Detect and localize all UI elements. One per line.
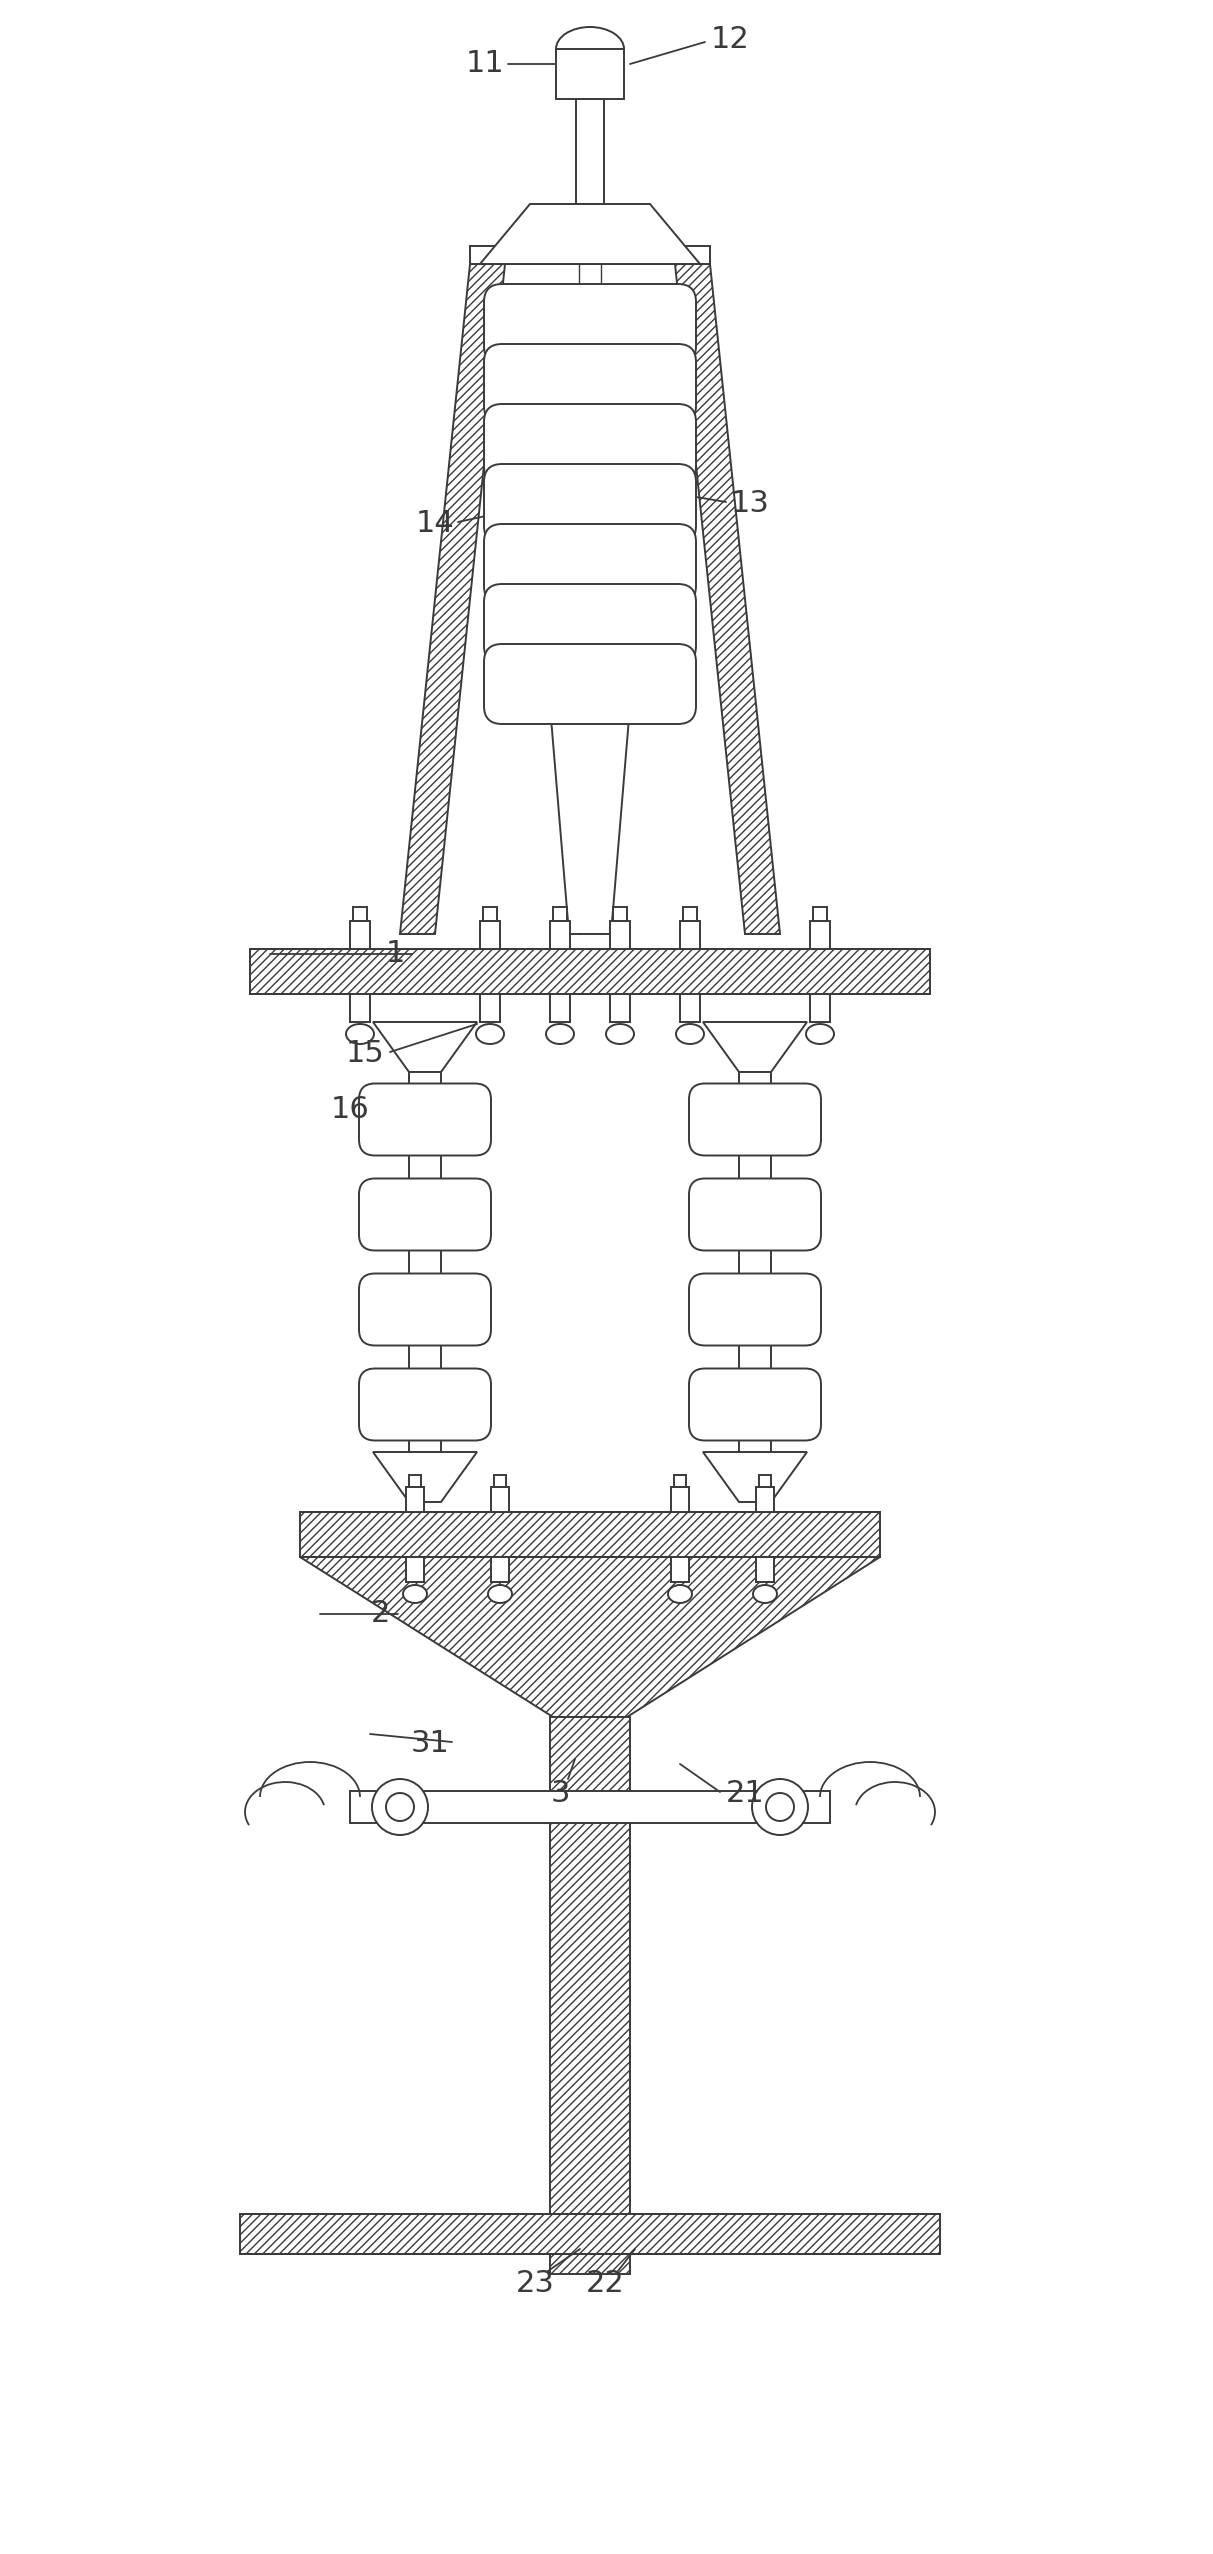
Polygon shape xyxy=(480,204,700,263)
Bar xyxy=(406,1486,425,1512)
FancyBboxPatch shape xyxy=(484,404,696,485)
Text: 11: 11 xyxy=(466,49,505,79)
Text: 15: 15 xyxy=(346,1039,385,1068)
FancyBboxPatch shape xyxy=(689,1083,821,1154)
Polygon shape xyxy=(549,705,630,935)
Bar xyxy=(576,100,604,204)
Text: 2: 2 xyxy=(370,1599,389,1629)
FancyBboxPatch shape xyxy=(689,1369,821,1440)
Ellipse shape xyxy=(753,1586,778,1604)
Bar xyxy=(351,922,370,950)
Ellipse shape xyxy=(752,1780,808,1834)
Ellipse shape xyxy=(372,1780,428,1834)
Ellipse shape xyxy=(386,1793,414,1821)
FancyBboxPatch shape xyxy=(484,465,696,544)
FancyBboxPatch shape xyxy=(484,585,696,664)
FancyBboxPatch shape xyxy=(689,1274,821,1346)
Bar xyxy=(810,994,830,1022)
Polygon shape xyxy=(300,1558,879,1716)
FancyBboxPatch shape xyxy=(484,345,696,424)
Bar xyxy=(409,1476,421,1486)
Polygon shape xyxy=(704,1453,807,1502)
Bar xyxy=(813,907,827,922)
Ellipse shape xyxy=(765,1793,795,1821)
Bar xyxy=(556,49,623,100)
Bar xyxy=(353,907,368,922)
Text: 13: 13 xyxy=(730,490,769,518)
Polygon shape xyxy=(400,263,505,935)
Text: 3: 3 xyxy=(551,1780,570,1808)
Bar xyxy=(759,1476,771,1486)
Ellipse shape xyxy=(346,1024,374,1045)
Ellipse shape xyxy=(606,1024,634,1045)
Text: 16: 16 xyxy=(331,1096,370,1124)
Bar xyxy=(680,922,700,950)
FancyBboxPatch shape xyxy=(359,1177,491,1251)
Text: 12: 12 xyxy=(711,26,750,54)
Bar xyxy=(469,245,710,263)
Bar xyxy=(680,994,700,1022)
Bar xyxy=(549,994,570,1022)
FancyBboxPatch shape xyxy=(484,524,696,603)
Ellipse shape xyxy=(668,1586,691,1604)
Text: 22: 22 xyxy=(586,2271,625,2299)
Ellipse shape xyxy=(546,1024,574,1045)
Bar xyxy=(671,1558,689,1581)
Bar xyxy=(250,950,930,994)
Bar xyxy=(810,922,830,950)
Bar xyxy=(494,1476,506,1486)
Text: 21: 21 xyxy=(725,1780,764,1808)
Bar xyxy=(351,1790,830,1824)
FancyBboxPatch shape xyxy=(359,1083,491,1154)
Bar xyxy=(553,907,566,922)
Ellipse shape xyxy=(556,28,623,72)
Polygon shape xyxy=(704,1022,807,1073)
Bar xyxy=(549,922,570,950)
Bar xyxy=(549,1716,630,2273)
Text: 31: 31 xyxy=(410,1729,450,1760)
Bar xyxy=(480,994,500,1022)
Text: 23: 23 xyxy=(516,2271,554,2299)
Bar xyxy=(240,2214,940,2255)
Bar xyxy=(756,1558,774,1581)
Ellipse shape xyxy=(805,1024,835,1045)
Bar xyxy=(351,994,370,1022)
Bar xyxy=(683,907,697,922)
FancyBboxPatch shape xyxy=(359,1274,491,1346)
Ellipse shape xyxy=(488,1586,512,1604)
Bar xyxy=(409,1073,442,1453)
Bar xyxy=(491,1558,509,1581)
Polygon shape xyxy=(374,1022,477,1073)
Bar xyxy=(406,1558,425,1581)
Ellipse shape xyxy=(475,1024,503,1045)
Text: 1: 1 xyxy=(386,940,405,968)
Ellipse shape xyxy=(676,1024,704,1045)
Bar xyxy=(671,1486,689,1512)
Bar xyxy=(480,922,500,950)
Bar xyxy=(491,1486,509,1512)
FancyBboxPatch shape xyxy=(689,1177,821,1251)
Text: 14: 14 xyxy=(416,508,455,539)
Bar xyxy=(610,922,630,950)
FancyBboxPatch shape xyxy=(484,644,696,723)
Bar xyxy=(756,1486,774,1512)
Ellipse shape xyxy=(403,1586,427,1604)
FancyBboxPatch shape xyxy=(484,283,696,365)
Polygon shape xyxy=(374,1453,477,1502)
Bar xyxy=(483,907,497,922)
Bar xyxy=(300,1512,879,1558)
Bar xyxy=(739,1073,771,1453)
Bar xyxy=(674,1476,687,1486)
Bar xyxy=(613,907,627,922)
Bar xyxy=(610,994,630,1022)
FancyBboxPatch shape xyxy=(359,1369,491,1440)
Polygon shape xyxy=(674,263,780,935)
